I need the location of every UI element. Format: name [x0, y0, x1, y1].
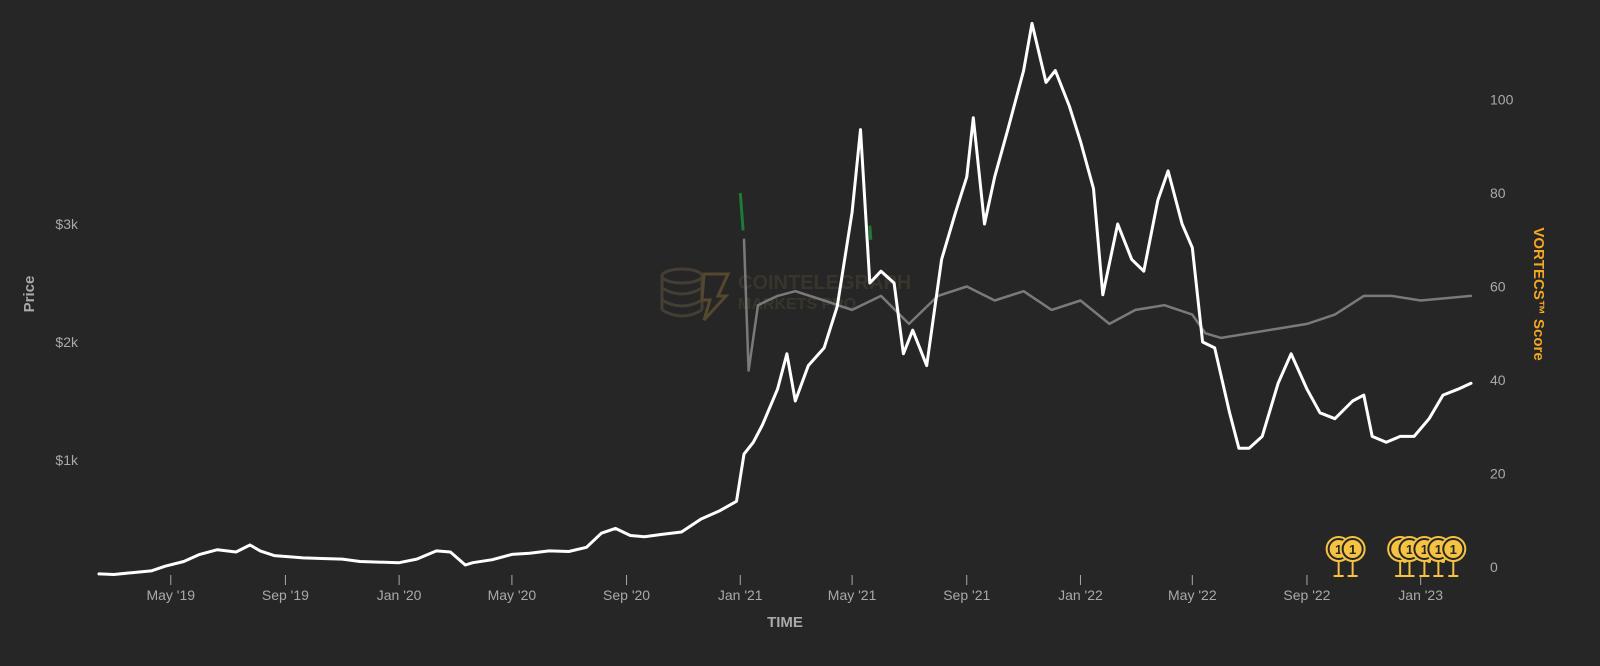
x-tick-label: Jan '20 [377, 587, 422, 603]
x-axis-title: TIME [767, 614, 803, 631]
x-tick-label: Jan '21 [718, 587, 763, 603]
y-right-tick-label: 20 [1490, 466, 1506, 482]
alert-badge-label: 1 [1406, 542, 1413, 557]
alert-badge-label: 1 [1421, 542, 1428, 557]
vortecs-score-line [742, 238, 1473, 372]
y-right-tick-label: 60 [1490, 279, 1506, 295]
series-layer [97, 21, 1473, 576]
alert-badge-label: 1 [1435, 542, 1442, 557]
x-axis: May '19 Sep '19 Jan '20 May '20 Sep '20 Jan '… [146, 575, 1443, 603]
x-tick-label: May '20 [488, 587, 537, 603]
x-tick-label: Sep '20 [603, 587, 650, 603]
x-tick-label: Jan '22 [1058, 587, 1103, 603]
y-axis-right-title: VORTECS™ Score [1530, 227, 1547, 360]
y-right-tick-label: 0 [1490, 559, 1498, 575]
x-tick-label: Sep '21 [943, 587, 990, 603]
y-left-tick-label: $1k [55, 452, 79, 468]
x-tick-label: Sep '22 [1283, 587, 1330, 603]
alert-dot [1402, 559, 1407, 563]
x-tick-label: May '22 [1168, 587, 1217, 603]
y-axis-right: 0 20 40 60 80 100 [1490, 92, 1514, 576]
score-highlight-segment [738, 192, 745, 231]
alert-badge-label: 1 [1349, 542, 1356, 557]
alert-badges: 1111111 [1325, 536, 1467, 577]
alert-dot [1441, 559, 1446, 563]
x-tick-label: Sep '19 [262, 587, 309, 603]
alert-badge[interactable]: 1 [1440, 536, 1467, 577]
price-line [97, 21, 1473, 576]
alert-badge[interactable]: 1 [1339, 536, 1366, 577]
y-right-tick-label: 40 [1490, 372, 1506, 388]
y-axis-left: $1k $2k $3k [55, 216, 79, 468]
x-tick-label: May '19 [146, 587, 195, 603]
alert-dot [1427, 559, 1432, 563]
y-left-tick-label: $3k [55, 216, 79, 232]
y-right-tick-label: 100 [1490, 92, 1514, 108]
watermark-logo-icon [660, 267, 731, 322]
x-tick-label: Jan '23 [1398, 587, 1443, 603]
y-axis-left-title: Price [21, 276, 38, 313]
y-left-tick-label: $2k [55, 334, 79, 350]
score-highlight-segment [868, 225, 873, 240]
alert-badge-label: 1 [1450, 542, 1457, 557]
x-tick-label: May '21 [828, 587, 877, 603]
y-right-tick-label: 80 [1490, 185, 1506, 201]
alert-badge-label: 1 [1335, 542, 1342, 557]
